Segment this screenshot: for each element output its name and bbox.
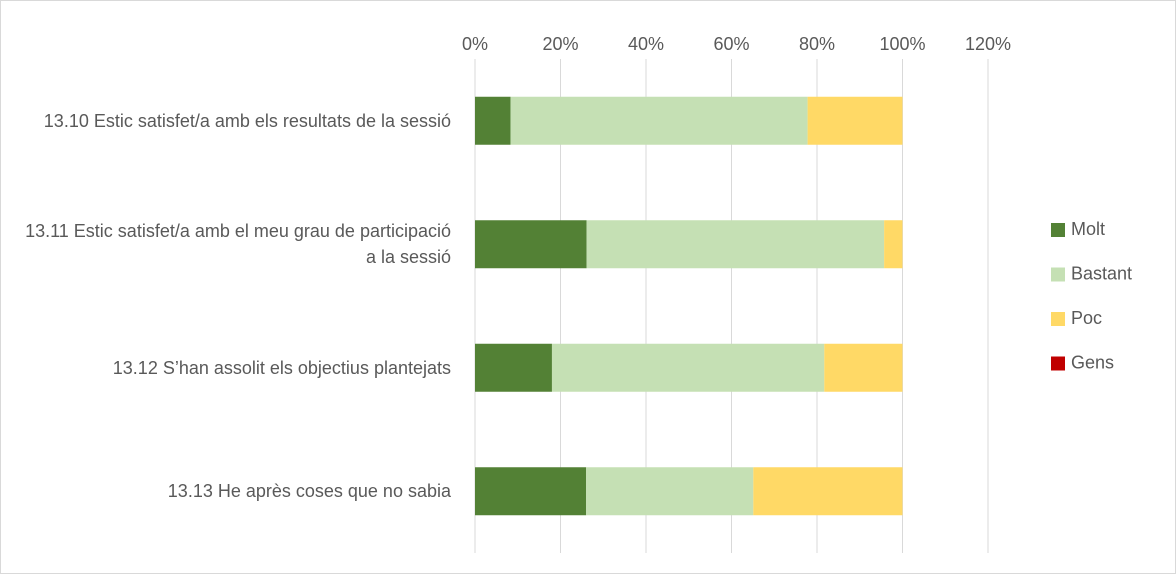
category-label: 13.12 S’han assolit els objectius plante… [112, 357, 451, 378]
bar-segment [510, 96, 808, 145]
bar-segment [586, 220, 885, 269]
bar-segment [475, 467, 587, 516]
bar-segment [884, 220, 903, 269]
x-tick-label: 120% [965, 34, 1011, 54]
x-tick-label: 100% [879, 34, 925, 54]
category-label: 13.11 Estic satisfet/a amb el meu grau d… [25, 221, 451, 268]
bar-segment [551, 343, 825, 392]
x-tick-label: 0% [462, 34, 488, 54]
legend-swatch [1051, 356, 1065, 371]
category-label: 13.10 Estic satisfet/a amb els resultats… [43, 110, 451, 131]
bar-segment [753, 467, 903, 516]
legend-swatch [1051, 312, 1065, 326]
bar-segment [475, 220, 587, 269]
x-tick-label: 80% [799, 34, 835, 54]
bar-segment [586, 467, 754, 516]
legend-label: Gens [1071, 352, 1114, 372]
bar-segment [807, 96, 903, 145]
legend-swatch [1051, 223, 1065, 237]
bar-segment [475, 96, 511, 145]
x-tick-label: 60% [713, 34, 749, 54]
bar-segment [475, 343, 552, 392]
legend-swatch [1051, 267, 1065, 282]
category-label: 13.13 He après coses que no sabia [167, 481, 451, 502]
x-tick-label: 20% [542, 34, 578, 54]
legend-label: Bastant [1071, 263, 1132, 283]
bar-segment [824, 343, 903, 392]
x-tick-label: 40% [628, 34, 664, 54]
legend-label: Molt [1071, 219, 1105, 239]
legend-label: Poc [1071, 308, 1102, 328]
